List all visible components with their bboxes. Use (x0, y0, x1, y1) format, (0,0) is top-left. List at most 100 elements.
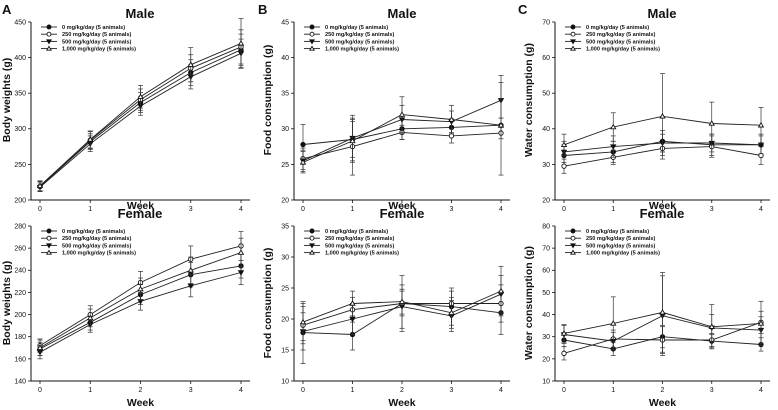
y-tick-label: 40 (542, 312, 550, 319)
series-line (39, 49, 242, 187)
x-tick-label: 0 (562, 206, 566, 213)
legend-label: 250 mg/kg/day (5 animals) (325, 236, 394, 242)
x-tick-label: 4 (499, 387, 503, 394)
legend-marker (570, 31, 576, 37)
legend-marker (570, 235, 576, 241)
data-point (560, 330, 568, 336)
y-tick-label: 35 (281, 223, 289, 230)
data-point (659, 113, 666, 119)
y-tick-label: 35 (281, 91, 289, 98)
legend-marker (570, 243, 576, 249)
chart-panel-3: 20 30 40 50 60 70 0 1 2 3 4 Male Week Water consumpti… (523, 6, 770, 213)
legend-label: 1,000 mg/kg/day (5 animals) (325, 47, 399, 53)
data-point (610, 320, 617, 326)
y-tick-label: 40 (542, 126, 550, 133)
x-tick-label: 1 (88, 206, 92, 213)
legend-label: 500 mg/kg/day (5 animals) (325, 39, 394, 45)
x-tick-label: 4 (239, 206, 243, 213)
legend-marker (570, 24, 576, 30)
x-tick-label: 3 (710, 206, 714, 213)
legend-label: 1,000 mg/kg/day (5 animals) (62, 47, 136, 53)
legend: 0 mg/kg/day (5 animals)250 mg/kg/day (5 … (304, 24, 399, 53)
panel-letter-b: B (258, 2, 267, 17)
data-point (87, 314, 94, 321)
data-point (561, 350, 567, 356)
legend-label: 0 mg/kg/day (5 animals) (586, 229, 649, 235)
series-4 (299, 75, 505, 176)
x-tick-label: 2 (661, 387, 665, 394)
legend-label: 250 mg/kg/day (5 animals) (62, 32, 131, 38)
legend-label: 1,000 mg/kg/day (5 animals) (325, 251, 399, 257)
data-point (349, 137, 356, 144)
x-tick-label: 0 (38, 206, 42, 213)
legend-label: 0 mg/kg/day (5 animals) (325, 25, 388, 31)
chart-title: Male (388, 6, 417, 21)
x-tick-label: 0 (562, 387, 566, 394)
y-tick-label: 30 (542, 162, 550, 169)
legend-marker (570, 39, 576, 45)
data-point (757, 320, 765, 326)
y-axis-label: Water consumption (g) (523, 246, 535, 360)
y-tick-label: 350 (14, 91, 26, 98)
x-tick-label: 2 (400, 206, 404, 213)
x-tick-label: 1 (351, 206, 355, 213)
x-axis-label: Week (127, 200, 154, 212)
y-tick-label: 250 (14, 162, 26, 169)
data-point (349, 316, 356, 323)
y-tick-label: 30 (281, 254, 289, 261)
series-4 (560, 73, 765, 160)
legend-marker (309, 31, 315, 37)
legend-marker (309, 243, 315, 249)
x-tick-label: 2 (139, 387, 143, 394)
y-tick-label: 20 (281, 197, 289, 204)
chart-panel-2: 20 25 30 35 40 45 0 1 2 3 4 Male Week Food consumptio… (262, 6, 510, 213)
y-tick-label: 300 (14, 126, 26, 133)
x-tick-label: 3 (189, 206, 193, 213)
data-point (708, 323, 715, 329)
legend-label: 250 mg/kg/day (5 animals) (586, 236, 655, 242)
x-tick-label: 1 (611, 206, 615, 213)
y-tick-label: 80 (542, 223, 550, 230)
data-point (560, 141, 568, 148)
data-point (187, 61, 194, 67)
x-axis-label: Week (649, 200, 676, 212)
y-tick-label: 30 (281, 126, 289, 133)
data-point (757, 121, 765, 128)
legend-marker (309, 235, 315, 241)
data-point (36, 182, 44, 188)
legend-label: 250 mg/kg/day (5 animals) (62, 236, 131, 242)
data-point (137, 285, 144, 292)
data-point (497, 287, 505, 294)
legend-marker (46, 249, 52, 255)
y-tick-label: 45 (281, 19, 289, 26)
panel-letter-c: C (518, 2, 528, 17)
y-tick-label: 20 (542, 356, 550, 363)
legend: 0 mg/kg/day (5 animals)250 mg/kg/day (5 … (304, 228, 399, 257)
x-tick-label: 1 (88, 387, 92, 394)
y-tick-label: 10 (542, 378, 550, 385)
legend-marker (46, 24, 52, 30)
legend-marker (570, 45, 576, 51)
legend-label: 500 mg/kg/day (5 animals) (325, 243, 394, 249)
data-point (610, 123, 617, 130)
x-tick-label: 4 (499, 206, 503, 213)
y-axis-label: Food consumption (g) (262, 248, 274, 359)
data-point (299, 158, 307, 165)
legend-label: 250 mg/kg/day (5 animals) (325, 32, 394, 38)
legend-marker (46, 235, 52, 241)
data-point (448, 116, 455, 122)
legend-marker (309, 24, 315, 30)
legend-marker (309, 45, 315, 51)
y-tick-label: 50 (542, 290, 550, 297)
panel-letter-a: A (2, 2, 12, 17)
data-point (299, 318, 307, 325)
legend-marker (46, 45, 52, 51)
chart-title: Female (118, 206, 163, 221)
data-point (87, 136, 94, 142)
legend-label: 0 mg/kg/day (5 animals) (62, 25, 125, 31)
